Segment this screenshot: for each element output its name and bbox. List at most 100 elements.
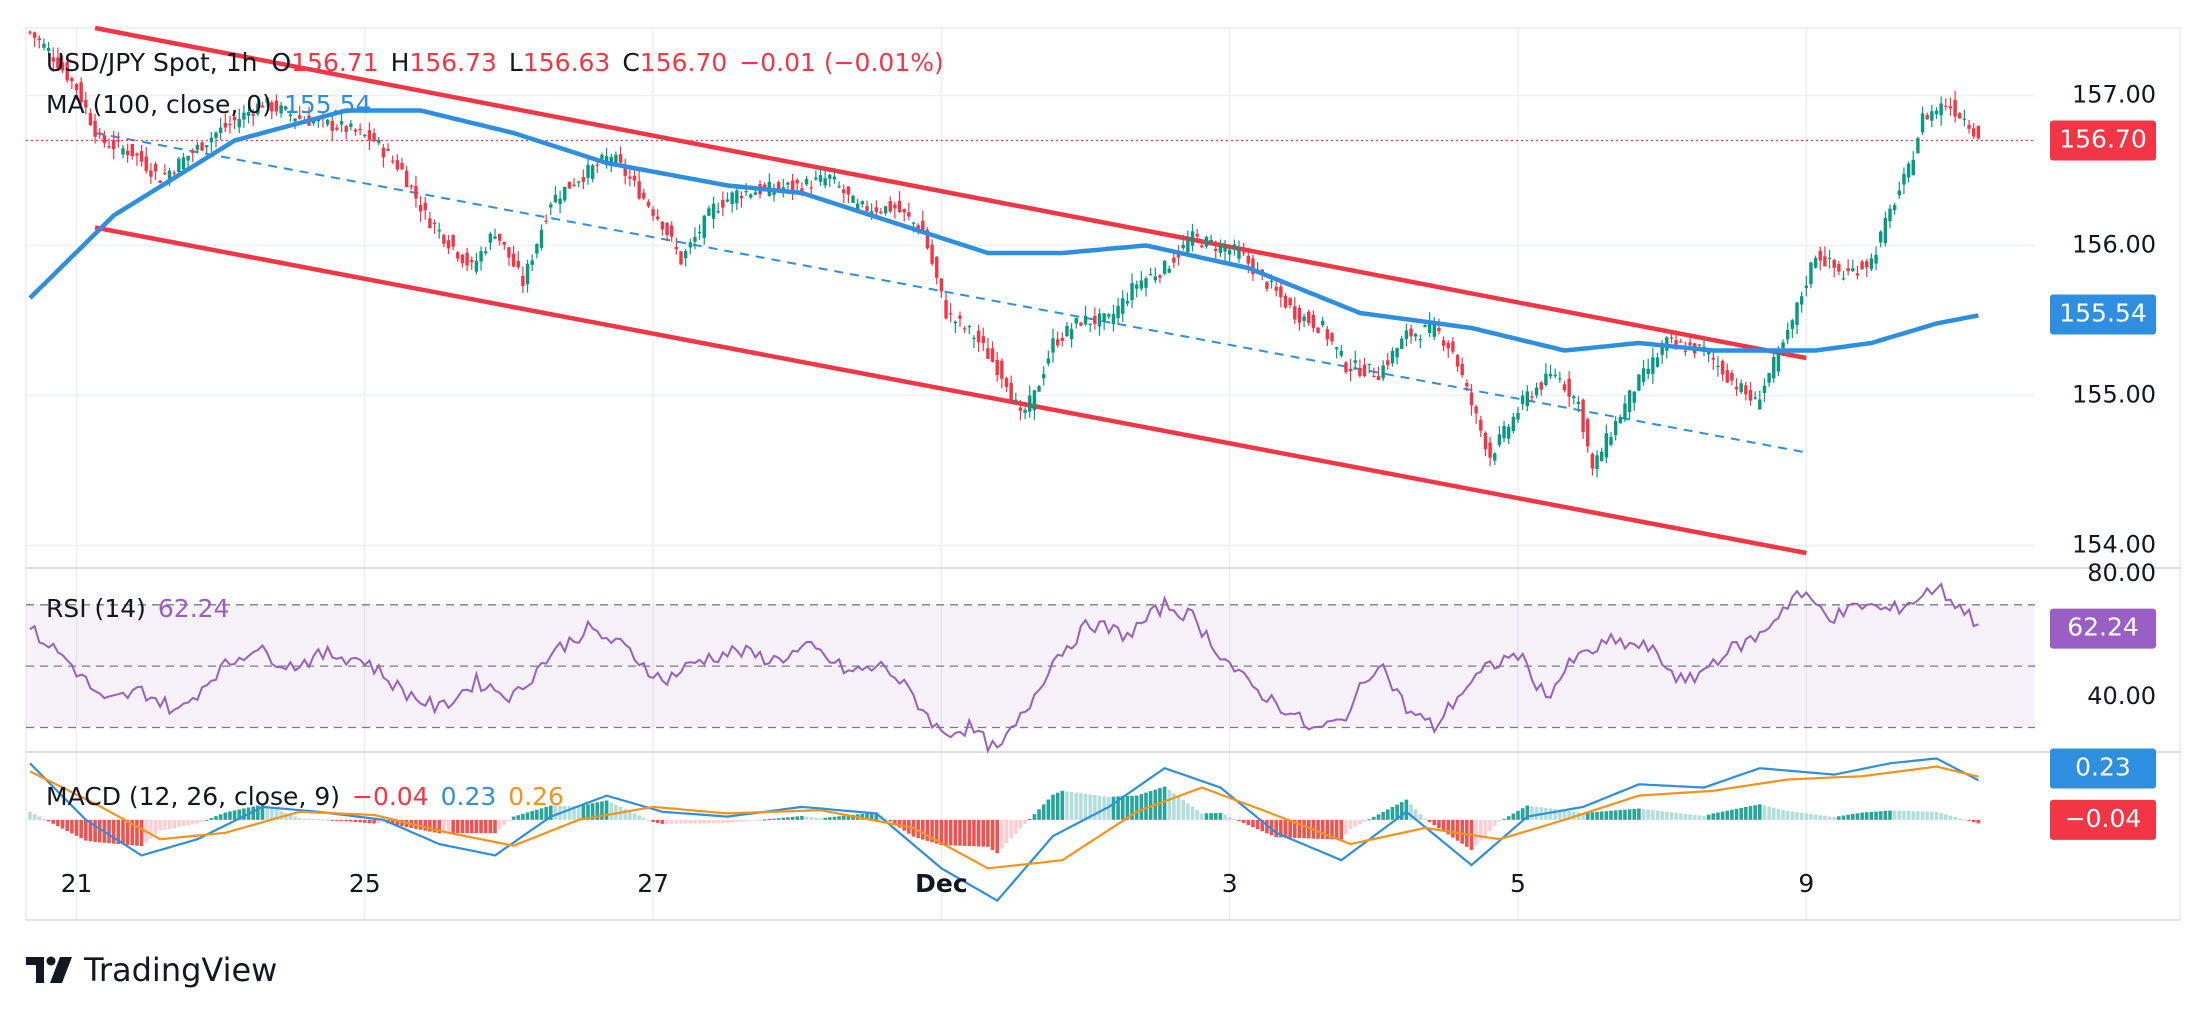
macd-histogram-bar xyxy=(1306,819,1311,839)
rsi-tick-label: 40.00 xyxy=(2087,682,2156,710)
candle-body xyxy=(1153,276,1157,281)
candle-body xyxy=(256,103,260,115)
candle-body xyxy=(246,111,251,116)
candle-body xyxy=(1293,306,1297,320)
time-tick-label: 25 xyxy=(349,869,381,898)
candle-body xyxy=(98,132,102,134)
candle-body xyxy=(428,218,432,228)
candle-body xyxy=(125,150,130,156)
macd-histogram-bar xyxy=(423,819,428,831)
candle-body xyxy=(37,38,41,41)
macd-histogram-bar xyxy=(1065,791,1069,820)
candle-body xyxy=(1353,360,1357,363)
macd-histogram-bar xyxy=(674,819,679,824)
candle-body xyxy=(1753,397,1757,399)
macd-histogram-bar xyxy=(1437,819,1441,829)
macd-histogram-bar xyxy=(335,819,339,821)
macd-histogram-bar xyxy=(1413,809,1418,820)
macd-histogram-bar xyxy=(1004,819,1009,844)
candle-body xyxy=(46,47,51,52)
macd-histogram-bar xyxy=(1460,819,1464,844)
ma-label[interactable]: MA (100, close, 0) xyxy=(46,90,272,119)
candle-body xyxy=(1423,325,1427,328)
candle-body xyxy=(1618,417,1622,424)
candle-body xyxy=(456,252,460,259)
macd-histogram-bar xyxy=(1734,808,1739,820)
candle-body xyxy=(921,220,925,231)
macd-histogram-bar xyxy=(1376,814,1381,820)
macd-histogram-bar xyxy=(437,819,441,834)
macd-histogram-bar xyxy=(469,819,474,834)
candle-body xyxy=(1079,322,1083,326)
macd-histogram-bar xyxy=(1697,815,1702,820)
candle-body xyxy=(1730,372,1734,381)
macd-histogram-bar xyxy=(809,817,813,820)
macd-histogram-bar xyxy=(1172,793,1176,820)
candle-body xyxy=(1148,274,1153,276)
macd-histogram-bar xyxy=(1716,812,1720,820)
time-tick-label: 5 xyxy=(1510,869,1526,898)
candle-body xyxy=(990,348,995,362)
rsi-label[interactable]: RSI (14) xyxy=(46,594,146,623)
macd-histogram-bar xyxy=(586,804,590,820)
macd-label[interactable]: MACD (12, 26, close, 9) xyxy=(46,782,340,811)
candle-body xyxy=(205,145,209,148)
candle-body xyxy=(1200,245,1204,248)
candle-body xyxy=(1469,392,1474,406)
candle-body xyxy=(549,204,553,208)
candle-body xyxy=(1641,368,1646,382)
macd-line-tag-text: 0.23 xyxy=(2075,753,2131,782)
macd-histogram-bar xyxy=(1827,816,1832,820)
macd-histogram-bar xyxy=(1362,819,1367,822)
symbol-label[interactable]: USD/JPY Spot, 1h xyxy=(46,48,258,77)
candle-body xyxy=(944,300,948,319)
candle-body xyxy=(1441,340,1446,346)
macd-histogram-bar xyxy=(1739,807,1743,820)
candle-body xyxy=(144,156,148,171)
candle-body xyxy=(1116,306,1120,319)
candle-body xyxy=(763,184,767,188)
macd-histogram-bar xyxy=(916,819,920,839)
candle-body xyxy=(386,148,390,151)
macd-histogram-bar xyxy=(883,818,888,820)
candle-body xyxy=(1879,231,1883,243)
candle-body xyxy=(809,187,813,189)
macd-histogram-bar xyxy=(1204,813,1209,820)
macd-histogram-bar xyxy=(1386,809,1390,820)
candle-body xyxy=(1679,341,1683,343)
candle-body xyxy=(930,244,934,264)
tradingview-logo[interactable]: TradingView xyxy=(26,951,277,989)
candle-body xyxy=(1474,406,1478,414)
candle-body xyxy=(651,209,655,216)
macd-histogram-bar xyxy=(1200,813,1204,820)
macd-histogram-bar xyxy=(581,805,586,820)
macd-histogram-bar xyxy=(1976,819,1981,824)
candle-body xyxy=(1032,390,1037,411)
macd-line xyxy=(29,757,1979,903)
macd-histogram-bar xyxy=(130,819,135,846)
macd-histogram-bar xyxy=(1748,806,1753,820)
macd-histogram-bar xyxy=(1962,819,1967,821)
macd-histogram-bar xyxy=(1451,819,1455,838)
macd-histogram-bar xyxy=(651,819,655,822)
candle-body xyxy=(1920,113,1925,133)
candle-body xyxy=(530,260,534,265)
macd-histogram-bar xyxy=(339,819,344,821)
candle-body xyxy=(1595,455,1599,470)
macd-histogram-bar xyxy=(70,819,74,834)
candle-body xyxy=(953,321,958,324)
candle-body xyxy=(1516,412,1520,420)
candle-body xyxy=(558,198,562,205)
macd-histogram-bar xyxy=(302,818,307,820)
candle-body xyxy=(1432,321,1436,337)
candle-body xyxy=(846,186,851,195)
candle-body xyxy=(1362,364,1367,377)
macd-histogram-bar xyxy=(986,819,990,847)
macd-histogram-bar xyxy=(163,819,167,830)
candle-body xyxy=(869,211,874,215)
macd-histogram-bar xyxy=(642,817,646,820)
candle-body xyxy=(935,256,939,278)
macd-histogram-bar xyxy=(655,819,660,823)
candle-body xyxy=(1795,302,1799,325)
